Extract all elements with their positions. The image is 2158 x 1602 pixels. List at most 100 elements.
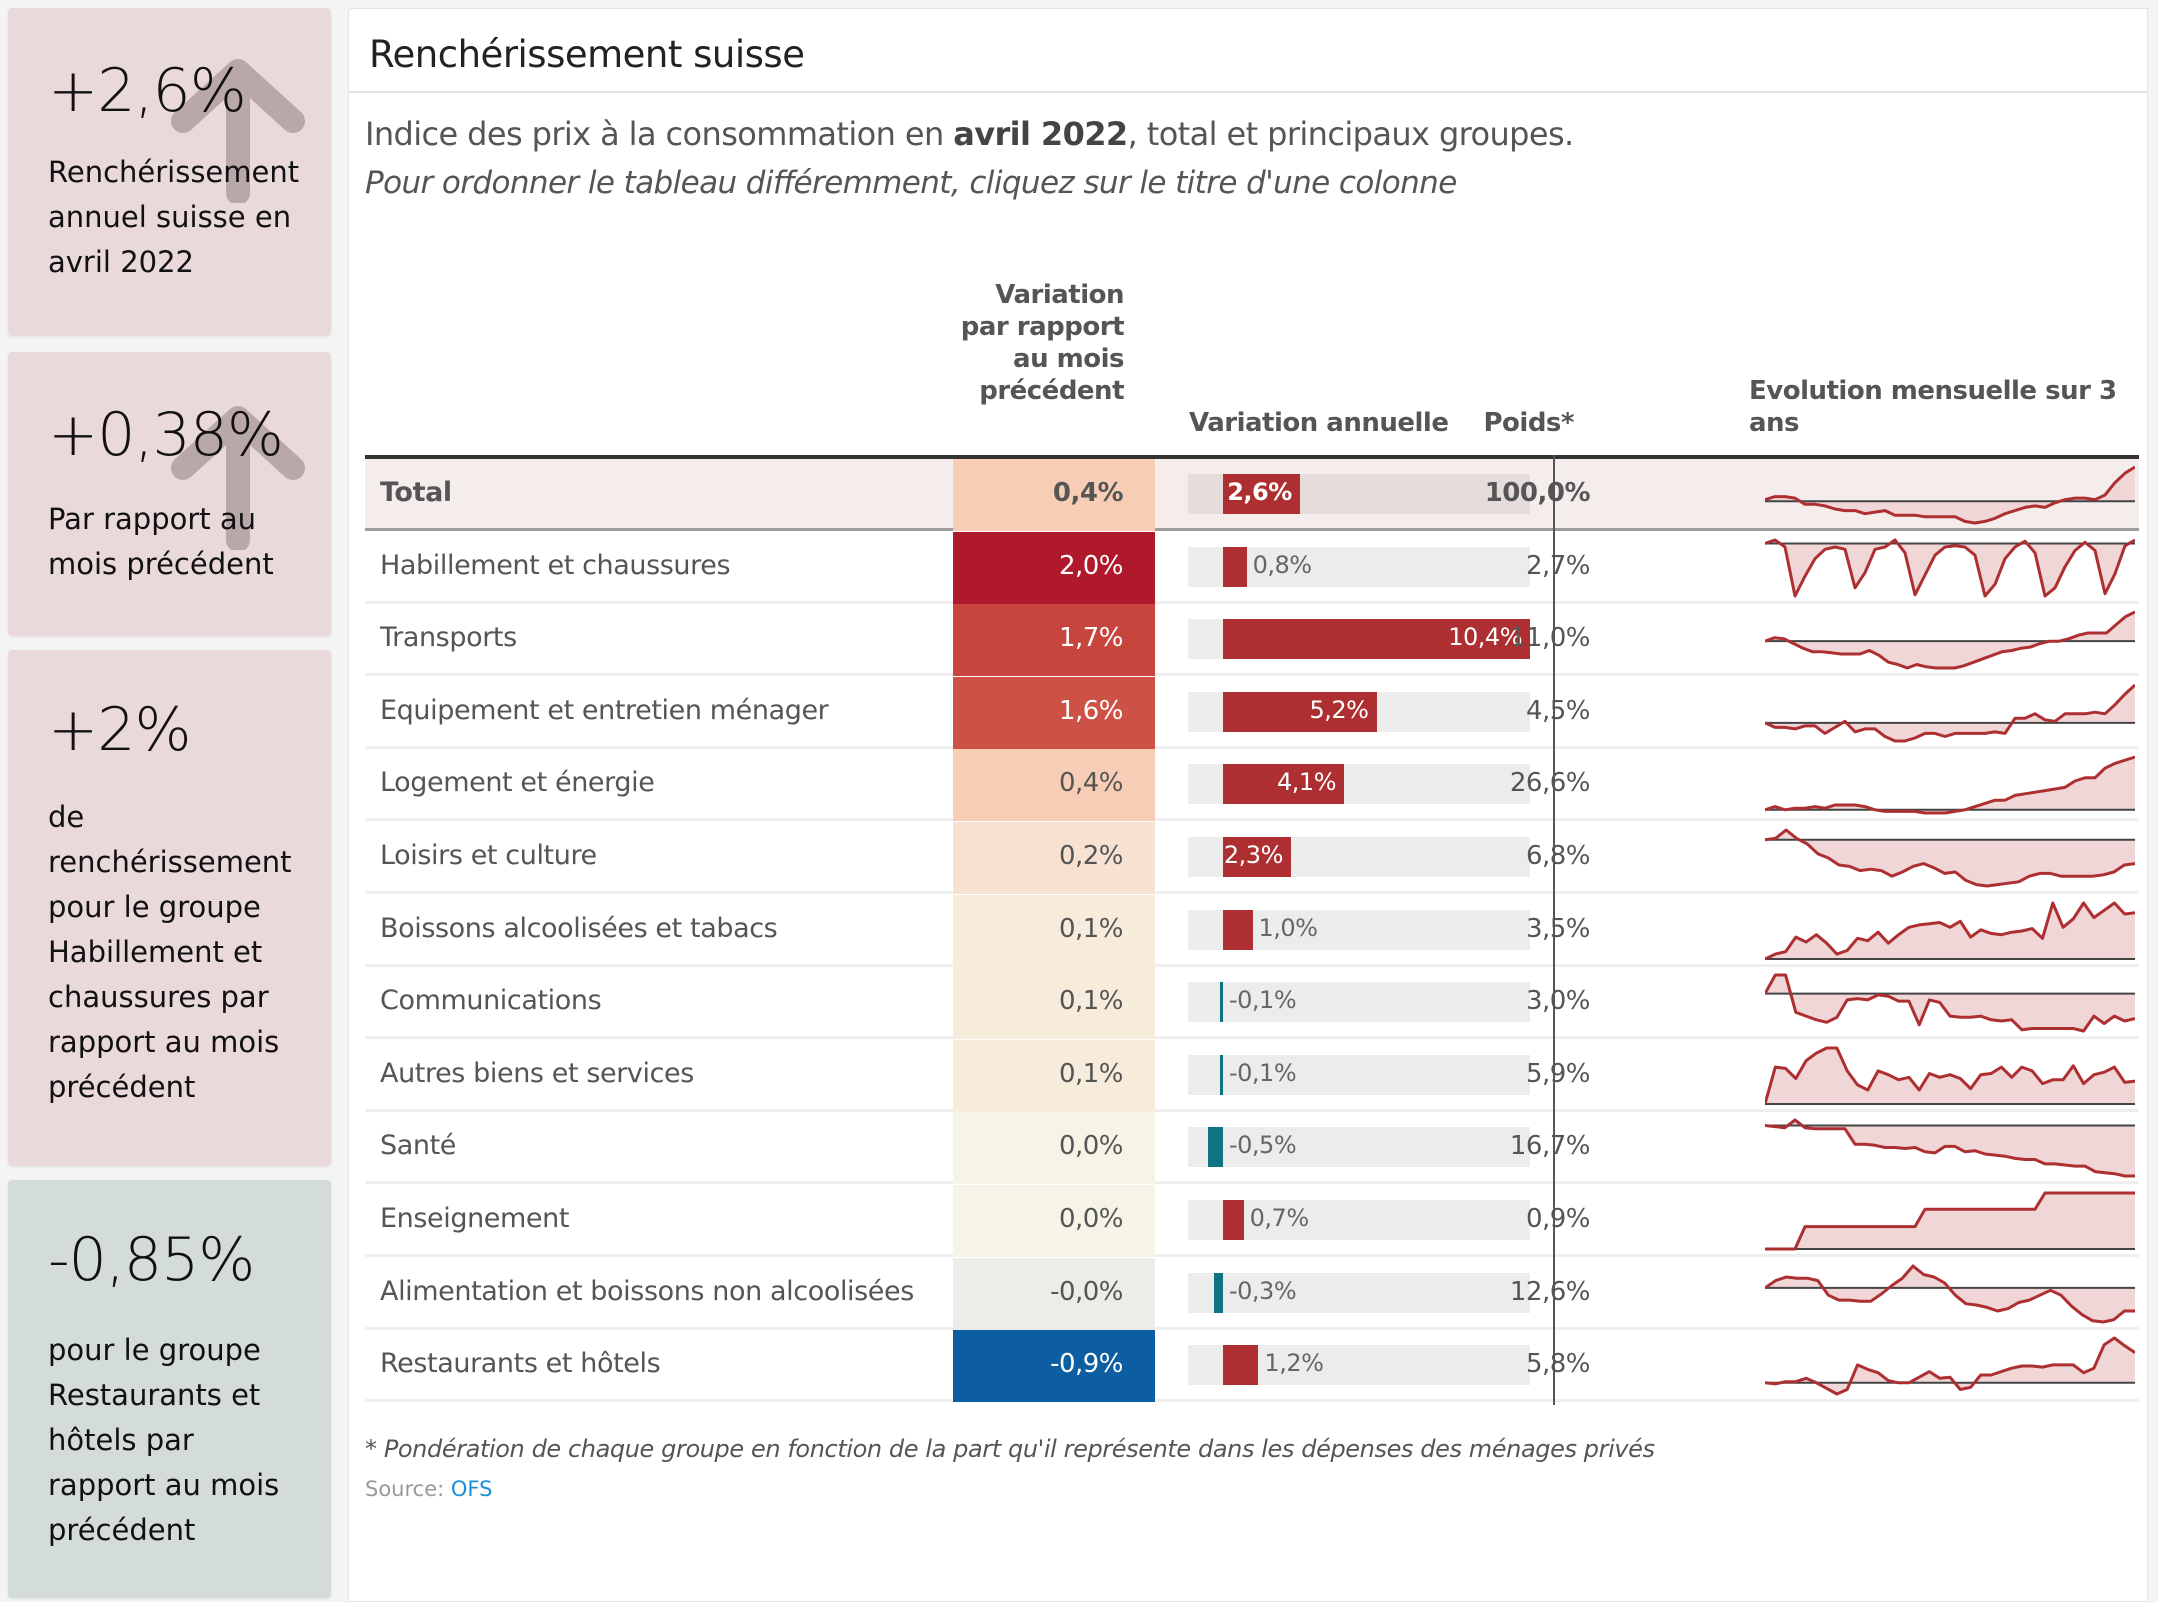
monthly-value: 0,0% xyxy=(1058,1131,1124,1162)
row-label: Autres biens et services xyxy=(380,1057,694,1089)
annual-bar xyxy=(1223,764,1345,805)
row-label: Boissons alcoolisées et tabacs xyxy=(380,912,778,944)
annual-bar xyxy=(1223,909,1253,950)
evolution-sparkline xyxy=(1765,1118,2135,1178)
sparkline-line xyxy=(1765,1118,2135,1178)
total-row: Total 0,4% 2,6% 100,0% xyxy=(365,459,2139,531)
card-value: +0,38% xyxy=(48,400,284,470)
row-label: Alimentation et boissons non alcoolisées xyxy=(380,1275,914,1307)
weight-value: 16,7% xyxy=(1509,1131,1591,1162)
sparkline-line xyxy=(1765,1336,2135,1396)
annual-bar xyxy=(1223,837,1291,877)
table-row: Communications 0,1% -0,1% 3,0% xyxy=(365,967,2139,1040)
monthly-value: 0,4% xyxy=(1058,768,1124,799)
monthly-cell: 0,0% xyxy=(953,1112,1155,1185)
monthly-value: 0,1% xyxy=(1058,1058,1124,1089)
weight-value: 0,9% xyxy=(1525,1204,1591,1234)
row-label: Communications xyxy=(380,985,602,1017)
evolution-sparkline xyxy=(1765,901,2135,960)
annual-bar xyxy=(1223,1200,1244,1240)
monthly-cell: 1,7% xyxy=(953,604,1155,677)
evolution-sparkline xyxy=(1765,755,2135,815)
column-header-monthly[interactable]: Variation par rapport au mois précédent xyxy=(960,280,1125,406)
weight-value: 11,0% xyxy=(1509,623,1591,654)
row-label: Loisirs et culture xyxy=(380,840,597,871)
source-label: Source: xyxy=(365,1477,451,1501)
monthly-value: 0,4% xyxy=(1052,478,1124,508)
annual-value: 0,8% xyxy=(1252,550,1312,579)
row-label: Equipement et entretien ménager xyxy=(380,694,829,726)
table-row: Enseignement 0,0% 0,7% 0,9% xyxy=(365,1185,2139,1257)
card-description: de renchérissement pour le groupe Habill… xyxy=(48,800,292,1104)
row-label: Transports xyxy=(380,622,517,654)
card-description: pour le groupe Restaurants et hôtels par… xyxy=(48,1333,280,1547)
column-header-weight[interactable]: Poids* xyxy=(1483,408,1574,438)
monthly-cell: 1,6% xyxy=(953,676,1155,749)
monthly-cell: 0,1% xyxy=(953,1039,1155,1112)
sparkline-area xyxy=(1765,757,2135,814)
card-value: -0,85% xyxy=(48,1225,255,1295)
sparkline-line xyxy=(1765,610,2135,670)
annual-value: 4,1% xyxy=(1277,768,1337,797)
weight-value: 100,0% xyxy=(1484,478,1591,508)
footnote: * Pondération de chaque groupe en foncti… xyxy=(365,1435,1655,1463)
monthly-cell: 0,2% xyxy=(953,822,1155,894)
table-row: Restaurants et hôtels -0,9% 1,2% 5,8% xyxy=(365,1330,2139,1403)
annual-bar xyxy=(1214,1272,1223,1313)
weight-value: 6,8% xyxy=(1525,841,1591,871)
table-row: Santé 0,0% -0,5% 16,7% xyxy=(365,1112,2139,1185)
arrow-up-icon xyxy=(171,406,305,550)
annual-value: 5,2% xyxy=(1309,695,1369,724)
sparkline-line xyxy=(1765,1191,2135,1251)
inflation-panel: Renchérissement suisse Indice des prix à… xyxy=(348,8,2148,1602)
sparkline-area xyxy=(1765,1338,2135,1395)
sparkline-line xyxy=(1765,901,2135,960)
evolution-sparkline xyxy=(1765,973,2135,1033)
monthly-cell: 0,4% xyxy=(953,749,1155,822)
weight-value: 2,7% xyxy=(1525,550,1591,581)
subtitle-text: Indice des prix à la consommation en xyxy=(365,115,954,153)
weight-value: 26,6% xyxy=(1509,768,1591,799)
annual-zero-axis xyxy=(1553,455,1555,1405)
table-row: Loisirs et culture 0,2% 2,3% 6,8% xyxy=(365,822,2139,894)
weight-value: 12,6% xyxy=(1509,1276,1591,1307)
row-label: Enseignement xyxy=(380,1203,570,1234)
table-row: Boissons alcoolisées et tabacs 0,1% 1,0% 3,… xyxy=(365,894,2139,967)
annual-bar xyxy=(1220,1054,1223,1095)
annual-value: -0,1% xyxy=(1229,986,1297,1015)
weight-value: 3,0% xyxy=(1525,986,1591,1017)
monthly-value: 1,6% xyxy=(1058,695,1124,726)
evolution-sparkline xyxy=(1765,538,2135,598)
annual-bar xyxy=(1223,1345,1259,1386)
card-value: +2,6% xyxy=(48,56,247,126)
sparkline-line xyxy=(1765,973,2135,1033)
arrow-up-icon xyxy=(171,59,305,203)
monthly-value: -0,0% xyxy=(1050,1276,1123,1307)
source-link[interactable]: OFS xyxy=(450,1477,493,1501)
evolution-sparkline xyxy=(1765,1264,2135,1324)
column-header-evolution[interactable]: Evolution mensuelle sur 3 ans xyxy=(1749,376,2117,438)
annual-bar-track xyxy=(1188,1272,1530,1313)
evolution-sparkline xyxy=(1765,465,2135,525)
sort-hint: Pour ordonner le tableau différemment, c… xyxy=(365,165,1457,201)
card-value: +2% xyxy=(48,695,191,765)
card-description: Renchérissement annuel suisse en avril 2… xyxy=(48,155,300,279)
top-group-card: +2% de renchérissement pour le groupe Ha… xyxy=(8,650,331,1166)
table-row: Alimentation et boissons non alcoolisées… xyxy=(365,1257,2139,1330)
sparkline-line xyxy=(1765,683,2135,743)
monthly-cell: 0,4% xyxy=(953,459,1155,531)
annual-bar xyxy=(1208,1127,1223,1168)
table-row: Transports 1,7% 10,4% 11,0% xyxy=(365,604,2139,677)
evolution-sparkline xyxy=(1765,828,2135,888)
evolution-sparkline xyxy=(1765,683,2135,743)
sparkline-line xyxy=(1765,1046,2135,1105)
monthly-value: 0,1% xyxy=(1058,986,1124,1017)
row-label: Logement et énergie xyxy=(380,767,655,799)
annual-bar-track xyxy=(1188,1054,1530,1095)
evolution-sparkline xyxy=(1765,1191,2135,1251)
sparkline-line xyxy=(1765,1264,2135,1324)
sparkline-area xyxy=(1765,902,2135,959)
table-row: Autres biens et services 0,1% -0,1% 5,9% xyxy=(365,1039,2139,1112)
column-header-annual[interactable]: Variation annuelle xyxy=(1189,408,1449,438)
annual-value: 2,3% xyxy=(1223,841,1283,869)
